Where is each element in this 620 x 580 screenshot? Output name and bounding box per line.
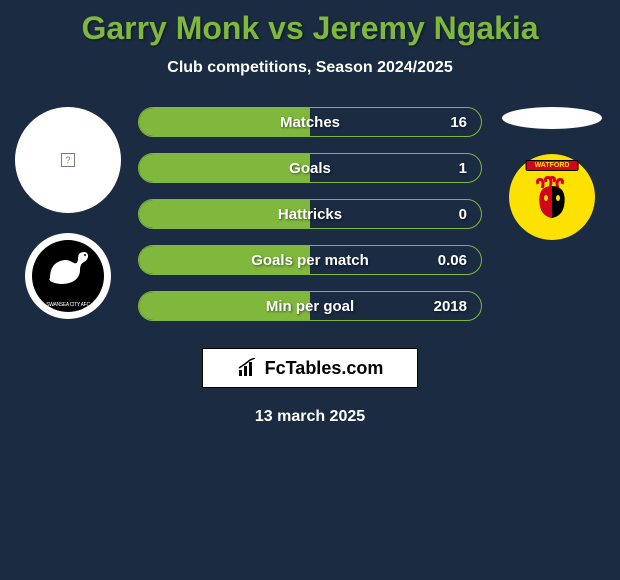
swansea-badge-inner: SWANSEA CITY AFC (32, 240, 104, 312)
stat-right-value: 0 (459, 206, 467, 223)
left-player-avatar: ? (15, 107, 121, 213)
left-club-badge: SWANSEA CITY AFC (25, 233, 111, 319)
date-text: 13 march 2025 (255, 408, 365, 426)
stat-right-value: 0.06 (438, 252, 467, 269)
watford-banner-text: WATFORD (526, 160, 579, 171)
swan-icon (42, 248, 92, 288)
stat-row: Min per goal 2018 (138, 291, 482, 321)
stat-label: Hattricks (278, 206, 342, 223)
brand-text: FcTables.com (265, 358, 384, 379)
moose-icon (528, 176, 576, 224)
stats-panel: Matches 16 Goals 1 Hattricks 0 Goals per match… (138, 107, 482, 337)
left-player-column: ? SWANSEA CITY AFC (8, 107, 128, 319)
stat-right-value: 1 (459, 160, 467, 177)
watford-badge-inner: WATFORD (509, 154, 595, 240)
stat-row: Goals 1 (138, 153, 482, 183)
page-subtitle: Club competitions, Season 2024/2025 (0, 59, 620, 77)
chart-icon (237, 358, 259, 378)
stat-fill-bar (139, 154, 310, 182)
stat-right-value: 16 (450, 114, 467, 131)
stat-row: Goals per match 0.06 (138, 245, 482, 275)
page-title: Garry Monk vs Jeremy Ngakia (0, 0, 620, 47)
stat-row: Matches 16 (138, 107, 482, 137)
stat-right-value: 2018 (434, 298, 467, 315)
right-player-avatar (502, 107, 602, 129)
brand-badge: FcTables.com (202, 348, 418, 388)
broken-image-icon: ? (61, 153, 75, 167)
stat-label: Goals per match (251, 252, 369, 269)
right-player-column: WATFORD (492, 107, 612, 240)
stat-label: Matches (280, 114, 340, 131)
right-club-badge: WATFORD (509, 154, 595, 240)
stat-row: Hattricks 0 (138, 199, 482, 229)
stat-label: Min per goal (266, 298, 354, 315)
swansea-badge-text: SWANSEA CITY AFC (32, 302, 104, 308)
stat-label: Goals (289, 160, 331, 177)
